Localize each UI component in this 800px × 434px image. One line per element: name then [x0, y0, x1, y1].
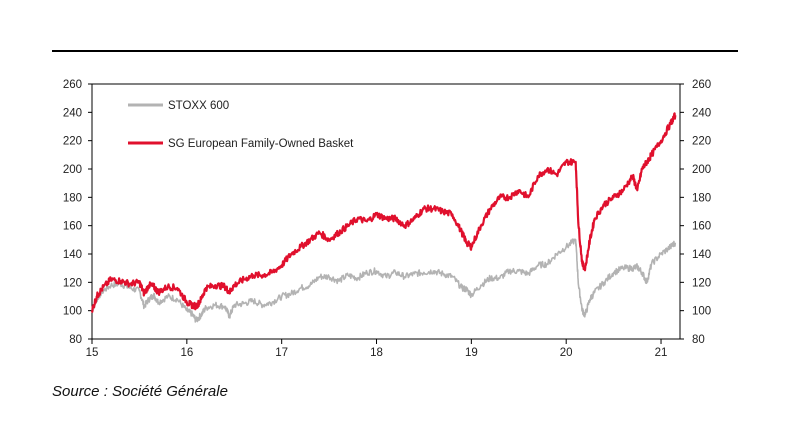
line-chart: 80 80 100 100 120 120 140 140 160 160 180 180 200 200…: [52, 50, 738, 359]
x-tick-label: 18: [370, 347, 383, 359]
legend-label: STOXX 600: [168, 100, 229, 112]
y-tick-label-left: 120: [63, 277, 82, 289]
y-tick-label-left: 160: [63, 221, 82, 233]
y-tick-label-left: 180: [63, 192, 82, 204]
y-tick-label-left: 260: [63, 79, 82, 91]
y-tick-label-right: 140: [692, 249, 711, 261]
y-tick-label-right: 220: [692, 136, 711, 148]
series-line-stoxx-600: [91, 238, 677, 323]
y-tick-label-right: 180: [692, 192, 711, 204]
y-tick-label-right: 80: [692, 334, 705, 346]
y-tick-label-right: 100: [692, 306, 711, 318]
y-tick-label-left: 240: [63, 107, 82, 119]
x-tick-label: 17: [275, 347, 288, 359]
source-note: Source : Société Générale: [52, 383, 228, 400]
y-tick-label-left: 140: [63, 249, 82, 261]
y-tick-label-left: 80: [69, 334, 82, 346]
series-line-sg-family-owned-basket: [90, 112, 677, 313]
y-tick-label-right: 260: [692, 79, 711, 91]
legend-label: SG European Family-Owned Basket: [168, 138, 354, 150]
y-tick-label-left: 200: [63, 164, 82, 176]
y-tick-label-left: 220: [63, 136, 82, 148]
x-tick-label: 20: [560, 347, 573, 359]
x-tick-label: 16: [180, 347, 193, 359]
x-tick-label: 21: [655, 347, 668, 359]
x-tick-label: 15: [86, 347, 99, 359]
y-tick-label-right: 200: [692, 164, 711, 176]
y-tick-label-left: 100: [63, 306, 82, 318]
y-tick-label-right: 240: [692, 107, 711, 119]
y-tick-label-right: 160: [692, 221, 711, 233]
y-tick-label-right: 120: [692, 277, 711, 289]
chart: 80 80 100 100 120 120 140 140 160 160 180 180 200 200…: [52, 50, 738, 359]
x-tick-label: 19: [465, 347, 478, 359]
